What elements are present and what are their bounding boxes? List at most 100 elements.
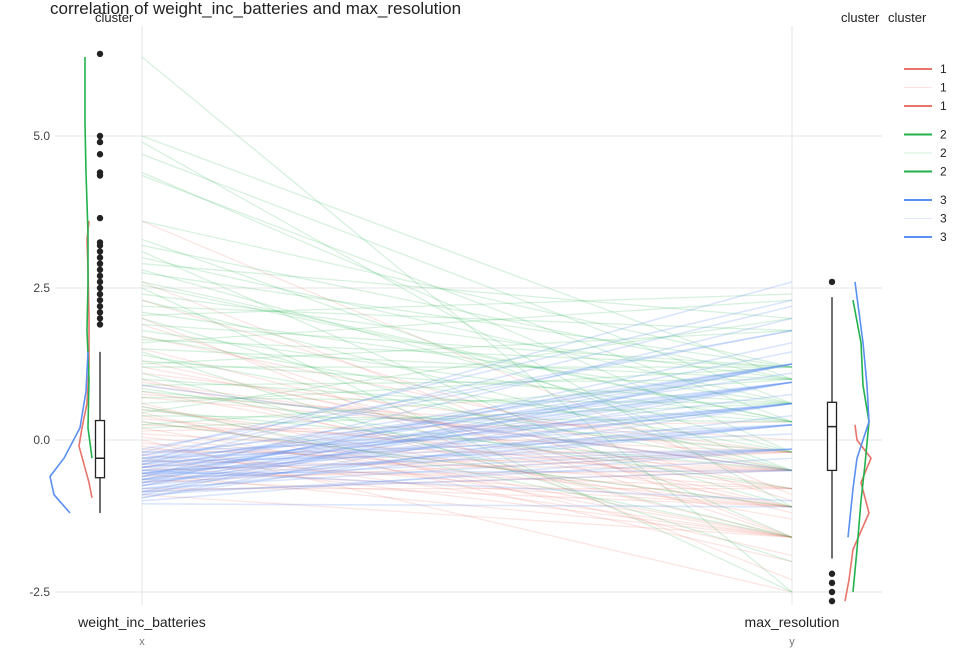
- slope-line-cluster-1: [141, 405, 793, 520]
- slope-line-cluster-1: [141, 466, 793, 508]
- slope-line-cluster-1: [141, 448, 793, 472]
- slope-line-cluster-2: [141, 396, 793, 405]
- slope-line-cluster-3: [141, 402, 793, 460]
- slope-line-cluster-2: [141, 153, 793, 405]
- density-curve-y-cluster-1: [844, 424, 872, 602]
- slope-line-cluster-3: [141, 457, 793, 496]
- slope-line-cluster-3: [141, 317, 793, 478]
- boxplot-outlier-y: [828, 579, 836, 587]
- slope-line-cluster-1: [141, 366, 793, 490]
- slope-line-cluster-2: [141, 378, 793, 423]
- boxplot-outlier-x: [96, 50, 104, 58]
- slope-line-cluster-3: [141, 299, 793, 453]
- slope-line-cluster-2: [141, 408, 793, 472]
- slope-line-cluster-1: [141, 336, 793, 472]
- x-axis-label-max-resolution: max_resolution: [745, 614, 840, 630]
- slope-line-cluster-3: [141, 448, 793, 490]
- slope-line-cluster-1: [141, 384, 793, 472]
- slope-line-cluster-1: [141, 442, 793, 490]
- slope-line-cluster-2: [141, 299, 793, 472]
- grid-layer: [55, 26, 882, 605]
- slope-line-cluster-2: [141, 415, 793, 423]
- slope-line-cluster-1: [141, 421, 793, 508]
- slope-line-cluster-3: [141, 329, 793, 456]
- slope-line-cluster-3: [141, 469, 793, 502]
- chart-title: correlation of weight_inc_batteries and …: [50, 0, 461, 18]
- slope-line-cluster-3: [141, 363, 793, 466]
- slope-line-cluster-3: [141, 363, 793, 478]
- slope-line-cluster-1: [141, 439, 793, 593]
- boxplot-box-x: [94, 419, 106, 479]
- boxplot-outlier-x: [96, 138, 104, 146]
- slope-line-cluster-2: [141, 281, 793, 423]
- slope-line-cluster-3: [141, 424, 793, 493]
- slope-line-cluster-3: [141, 424, 793, 484]
- boxplot-outlier-x: [96, 214, 104, 222]
- boxplot-outlier-y: [828, 588, 836, 596]
- slope-line-cluster-2: [141, 287, 793, 593]
- subtitle-cluster-left: cluster: [95, 10, 134, 25]
- slope-line-cluster-1: [141, 472, 793, 538]
- slope-line-cluster-3: [141, 448, 793, 472]
- boxplot-outlier-y: [828, 570, 836, 577]
- slope-line-cluster-3: [141, 381, 793, 475]
- slope-line-cluster-3: [141, 393, 793, 475]
- slope-line-cluster-2: [141, 339, 793, 368]
- slope-line-cluster-3: [141, 402, 793, 499]
- slope-line-cluster-2: [141, 421, 793, 508]
- slope-line-cluster-2: [141, 329, 793, 423]
- slope-line-cluster-1: [141, 281, 793, 538]
- density-curve-x-cluster-2: [84, 57, 93, 459]
- slope-line-cluster-2: [141, 378, 793, 426]
- slope-line-cluster-1: [141, 396, 793, 453]
- boxplot-outlier-x: [96, 284, 104, 292]
- legend-label-cluster-3: 3: [940, 230, 947, 244]
- slope-line-cluster-2: [141, 256, 793, 405]
- slope-line-cluster-1: [141, 299, 793, 502]
- legend-label-cluster-2: 2: [940, 146, 947, 160]
- subtitle-cluster-right-b: cluster: [888, 10, 927, 25]
- slope-line-cluster-3: [141, 424, 793, 469]
- slope-line-cluster-2: [141, 263, 793, 320]
- slope-line-cluster-1: [141, 445, 793, 538]
- boxplot-box-y: [826, 401, 838, 472]
- slope-line-cluster-3: [141, 448, 793, 463]
- slope-line-cluster-3: [141, 305, 793, 466]
- slope-line-cluster-1: [141, 415, 793, 538]
- slope-line-cluster-2: [141, 135, 793, 380]
- slope-line-cluster-2: [141, 351, 793, 563]
- slope-line-cluster-2: [141, 405, 793, 538]
- slope-line-cluster-1: [141, 451, 793, 472]
- slope-line-cluster-2: [141, 293, 793, 380]
- slope-line-cluster-3: [141, 402, 793, 469]
- boxplot-outlier-x: [96, 254, 104, 261]
- legend: 1 1 1 2 2 2 3 3 3: [904, 62, 947, 244]
- slope-line-cluster-1: [141, 418, 793, 472]
- density-curve-y-cluster-3: [847, 281, 870, 538]
- slope-line-cluster-1: [141, 469, 793, 493]
- legend-label-cluster-3: 3: [940, 212, 947, 226]
- boxplot-outlier-x: [96, 321, 104, 328]
- slope-line-cluster-1: [141, 348, 793, 514]
- slope-line-cluster-2: [141, 336, 793, 453]
- slope-line-cluster-2: [141, 317, 793, 414]
- slope-line-cluster-3: [141, 402, 793, 478]
- boxplot-outlier-y: [828, 278, 836, 286]
- slope-line-cluster-1: [141, 460, 793, 472]
- slope-line-cluster-3: [141, 424, 793, 475]
- boxplot-outlier-x: [96, 239, 104, 246]
- slope-line-cluster-3: [141, 381, 793, 472]
- slope-line-cluster-1: [141, 451, 793, 484]
- slope-line-cluster-1: [141, 424, 793, 453]
- slope-line-cluster-2: [141, 174, 793, 423]
- slope-line-cluster-2: [141, 238, 793, 472]
- slope-line-cluster-2: [141, 378, 793, 386]
- slope-line-cluster-1: [141, 360, 793, 508]
- slope-line-cluster-2: [141, 220, 793, 368]
- slope-line-cluster-2: [141, 354, 793, 472]
- slope-line-cluster-2: [141, 311, 793, 405]
- boxplot-outlier-y: [828, 597, 836, 605]
- subtitle-cluster-right-a: cluster: [841, 10, 880, 25]
- legend-label-cluster-3: 3: [940, 193, 947, 207]
